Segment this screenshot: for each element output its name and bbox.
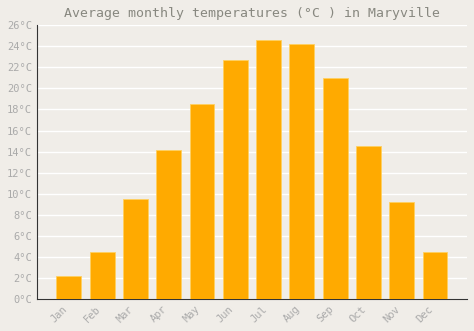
- Bar: [56, 276, 82, 299]
- Bar: [123, 199, 148, 299]
- Bar: [389, 202, 414, 299]
- Bar: [223, 60, 248, 299]
- Title: Average monthly temperatures (°C ) in Maryville: Average monthly temperatures (°C ) in Ma…: [64, 7, 440, 20]
- Bar: [90, 252, 115, 299]
- Bar: [323, 78, 347, 299]
- Bar: [356, 146, 381, 299]
- Bar: [290, 44, 314, 299]
- Bar: [190, 104, 214, 299]
- Bar: [422, 252, 447, 299]
- Bar: [256, 40, 281, 299]
- Bar: [156, 151, 181, 299]
